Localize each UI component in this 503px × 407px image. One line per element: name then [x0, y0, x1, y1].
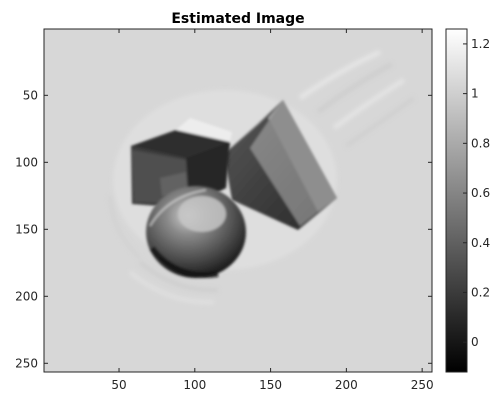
x-tick-label: 150	[259, 378, 282, 392]
colorbar: 0 0.2 0.4 0.6 0.8 1 1.2	[445, 28, 490, 373]
plot-frame	[43, 28, 433, 373]
sphere-object	[146, 186, 246, 278]
y-tick-label: 100	[15, 155, 38, 169]
y-tick-label: 250	[15, 356, 38, 370]
heatmap-image	[44, 29, 432, 372]
prism-object	[224, 100, 337, 230]
y-tick-label: 200	[15, 289, 38, 303]
colorbar-ticks: 0 0.2 0.4 0.6 0.8 1 1.2	[463, 37, 490, 349]
x-tick-label: 100	[183, 378, 206, 392]
colorbar-tick-label: 0.6	[471, 186, 490, 200]
x-tick-label: 50	[111, 378, 126, 392]
x-axis: 50 100 150 200 250	[111, 29, 434, 392]
y-tick-label: 150	[15, 222, 38, 236]
colorbar-tick-label: 1	[471, 87, 479, 101]
colorbar-tick-label: 0.2	[471, 285, 490, 299]
x-tick-label: 200	[335, 378, 358, 392]
y-tick-label: 50	[23, 88, 38, 102]
colorbar-tick-label: 1.2	[471, 37, 490, 51]
x-tick-label: 250	[411, 378, 434, 392]
colorbar-tick-label: 0.8	[471, 136, 490, 150]
colorbar-tick-label: 0	[471, 335, 479, 349]
colorbar-gradient	[445, 28, 468, 373]
ripple-artifacts	[108, 49, 416, 305]
y-axis: 50 100 150 200 250	[15, 88, 432, 370]
colorbar-tick-label: 0.4	[471, 236, 490, 250]
chart-title: Estimated Image	[171, 11, 304, 27]
